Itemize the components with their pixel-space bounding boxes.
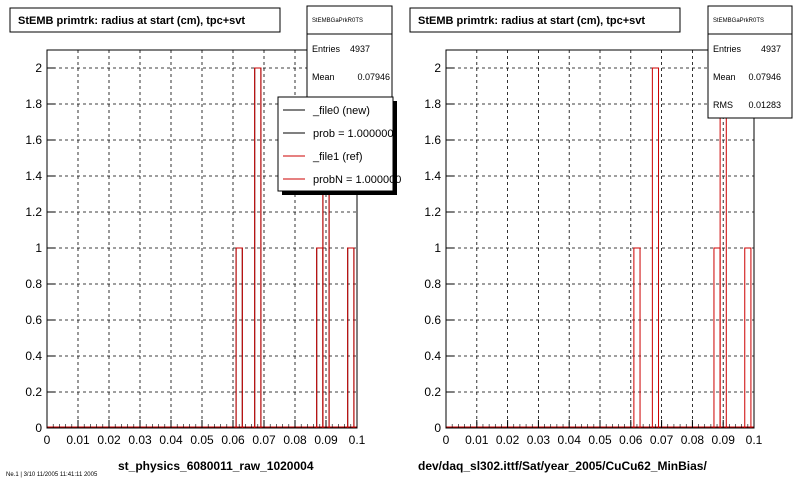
legend-entry-1: prob = 1.000000 (313, 128, 393, 140)
stats-entries-label: Entries (312, 44, 341, 54)
x-tick-label: 0.09 (314, 433, 338, 447)
histogram-bin (744, 247, 752, 428)
stats-entries-label: Entries (713, 44, 742, 54)
histogram-bin (651, 67, 660, 428)
title-box (9, 7, 281, 33)
stats-name: StEMBGaPrkR0TS (713, 18, 764, 24)
y-tick-label: 0.6 (424, 313, 441, 327)
legend-entry-3: probN = 1.000000 (313, 174, 401, 186)
chart-title: StEMB primtrk: radius at start (cm), tpc… (418, 15, 645, 27)
x-tick-label: 0.06 (619, 433, 643, 447)
stats-mean-label: Mean (312, 72, 335, 82)
x-tick-label: 0.1 (349, 433, 366, 447)
y-tick-label: 2 (35, 61, 42, 75)
histogram-bin (633, 247, 641, 428)
histogram-panel-right: 0 0.2 0.4 0.6 0.8 1 1.2 1.4 1.6 1.8 2 0 0.01 0.02 0.0… (409, 5, 793, 473)
x-tick-label: 0.04 (558, 433, 582, 447)
stats-rms-label: RMS (713, 100, 733, 110)
x-tick-label: 0.05 (588, 433, 612, 447)
stats-entries-value: 4937 (761, 44, 781, 54)
y-tick-label: 1.8 (424, 97, 441, 111)
stats-box (707, 5, 793, 119)
x-tick-labels: 0 0.01 0.02 0.03 0.04 0.05 0.06 0.07 0.08 0.09 0.1 (44, 420, 366, 447)
y-tick-label: 1.2 (424, 205, 441, 219)
x-tick-label: 0.07 (650, 433, 674, 447)
x-tick-label: 0 (443, 433, 450, 447)
x-axis-label: st_physics_6080011_raw_1020004 (118, 459, 314, 473)
y-tick-label: 0.8 (424, 277, 441, 291)
y-tick-label: 2 (434, 61, 441, 75)
x-tick-label: 0.04 (159, 433, 183, 447)
histogram-bin (254, 67, 262, 428)
legend-box (277, 96, 394, 192)
y-tick-label: 1.6 (424, 133, 441, 147)
y-tick-label: 0.8 (25, 277, 42, 291)
x-tick-label: 0.1 (746, 433, 763, 447)
x-tick-labels: 0 0.01 0.02 0.03 0.04 0.05 0.06 0.07 0.08 0.09 0.1 (443, 420, 763, 447)
histogram-bin (235, 247, 243, 428)
y-tick-label: 0 (434, 421, 441, 435)
stats-rms-value: 0.01283 (748, 100, 781, 110)
footer-text: Ne.1 | 3/10 11/2005 11:41:11 2005 (6, 472, 98, 478)
y-tick-label: 1.6 (25, 133, 42, 147)
legend: _file0 (new) prob = 1.000000 _file1 (ref… (277, 96, 401, 195)
y-tick-label: 1 (434, 241, 441, 255)
y-tick-label: 1.2 (25, 205, 42, 219)
stats-mean-value: 0.07946 (748, 72, 781, 82)
y-tick-label: 0.6 (25, 313, 42, 327)
stats-entries-value: 4937 (350, 44, 370, 54)
y-tick-labels: 0 0.2 0.4 0.6 0.8 1 1.2 1.4 1.6 1.8 2 (424, 61, 454, 435)
x-tick-label: 0.05 (190, 433, 214, 447)
y-tick-label: 1 (35, 241, 42, 255)
y-tick-labels: 0 0.2 0.4 0.6 0.8 1 1.2 1.4 1.6 1.8 2 (25, 61, 55, 435)
legend-entry-2: _file1 (ref) (312, 151, 363, 163)
y-tick-label: 0.4 (25, 349, 42, 363)
x-tick-label: 0.09 (712, 433, 736, 447)
y-tick-label: 1.8 (25, 97, 42, 111)
stats-mean-label: Mean (713, 72, 736, 82)
y-tick-label: 0.2 (424, 385, 441, 399)
x-tick-label: 0.08 (283, 433, 307, 447)
stats-mean-value: 0.07946 (357, 72, 390, 82)
x-tick-label: 0.02 (496, 433, 520, 447)
stats-name: StEMBGaPrkR0TS (312, 18, 363, 24)
chart-title: StEMB primtrk: radius at start (cm), tpc… (18, 15, 245, 27)
x-tick-label: 0 (44, 433, 51, 447)
x-axis-label: dev/daq_sl302.ittf/Sat/year_2005/CuCu62_… (418, 459, 707, 473)
x-tick-label: 0.01 (465, 433, 489, 447)
x-tick-label: 0.03 (128, 433, 152, 447)
title-box (409, 7, 681, 33)
x-tick-label: 0.08 (681, 433, 705, 447)
x-tick-label: 0.06 (221, 433, 245, 447)
histogram-panel-left: 0 0.2 0.4 0.6 0.8 1 1.2 1.4 1.6 1.8 2 0 0.01 0.02 0.0… (9, 5, 401, 473)
y-tick-label: 0.2 (25, 385, 42, 399)
x-tick-label: 0.02 (97, 433, 121, 447)
x-tick-label: 0.01 (66, 433, 90, 447)
x-tick-label: 0.07 (252, 433, 276, 447)
histogram-bin (347, 247, 355, 428)
y-tick-label: 1.4 (25, 169, 42, 183)
x-tick-label: 0.03 (527, 433, 551, 447)
y-tick-label: 0 (35, 421, 42, 435)
y-tick-label: 0.4 (424, 349, 441, 363)
y-tick-label: 1.4 (424, 169, 441, 183)
legend-entry-0: _file0 (new) (312, 105, 370, 117)
